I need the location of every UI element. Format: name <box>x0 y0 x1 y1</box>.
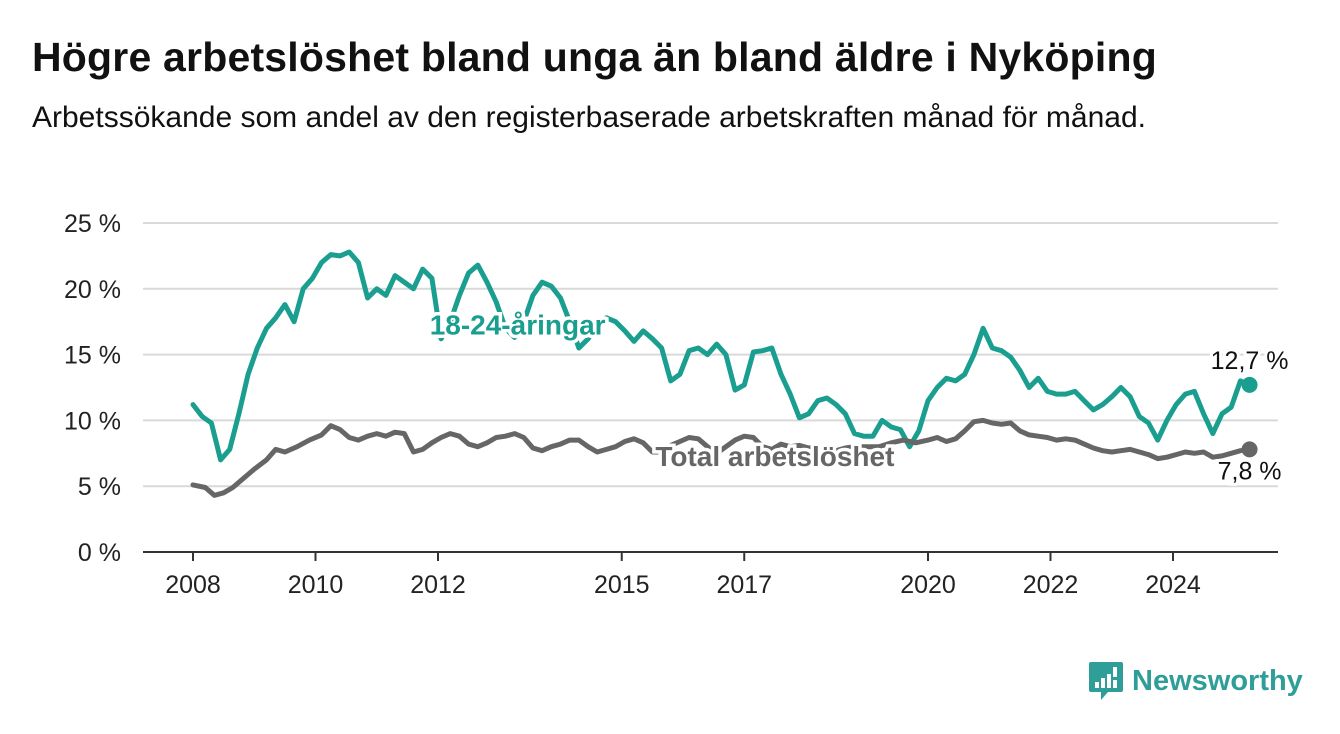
x-tick-label: 2020 <box>900 571 956 599</box>
newsworthy-icon <box>1089 662 1123 700</box>
series-end-label: 12,7 % <box>1211 347 1289 375</box>
x-tick-label: 2022 <box>1023 571 1079 599</box>
series-labels: 12,7 % 18-24-åringar 7,8 % Total arbetslösh… <box>426 306 1291 489</box>
series-line <box>190 249 1253 463</box>
x-axis-ticks: 2008 2010 2012 2015 2017 2020 2022 2024 <box>165 552 1201 599</box>
brand-name: Newsworthy <box>1132 664 1303 697</box>
y-tick-label: 0 % <box>78 539 121 567</box>
y-tick-label: 25 % <box>64 210 121 238</box>
y-tick-label: 15 % <box>64 342 121 370</box>
x-tick-label: 2010 <box>288 571 344 599</box>
x-tick-label: 2008 <box>165 571 221 599</box>
y-tick-label: 5 % <box>78 473 121 501</box>
page-title: Högre arbetslöshet bland unga än bland ä… <box>32 34 1157 80</box>
page-subtitle: Arbetssökande som andel av den registerb… <box>32 101 1146 134</box>
x-tick-label: 2012 <box>410 571 466 599</box>
y-axis-ticks: 0 % 5 % 10 % 15 % 20 % 25 % <box>64 210 121 567</box>
x-tick-label: 2017 <box>716 571 772 599</box>
x-tick-label: 2024 <box>1145 571 1201 599</box>
y-tick-label: 10 % <box>64 407 121 435</box>
series-end-label: 7,8 % <box>1218 457 1282 485</box>
series-end-marker <box>1241 441 1258 458</box>
brand-logo: Newsworthy <box>1088 660 1303 702</box>
y-tick-label: 20 % <box>64 276 121 304</box>
series-end-marker <box>1241 376 1258 393</box>
series-line <box>190 417 1253 498</box>
series-name-label: Total arbetslöshet <box>655 441 894 472</box>
series-lines <box>190 249 1258 498</box>
series-name-label: 18-24-åringar <box>430 309 606 340</box>
x-tick-label: 2015 <box>594 571 650 599</box>
